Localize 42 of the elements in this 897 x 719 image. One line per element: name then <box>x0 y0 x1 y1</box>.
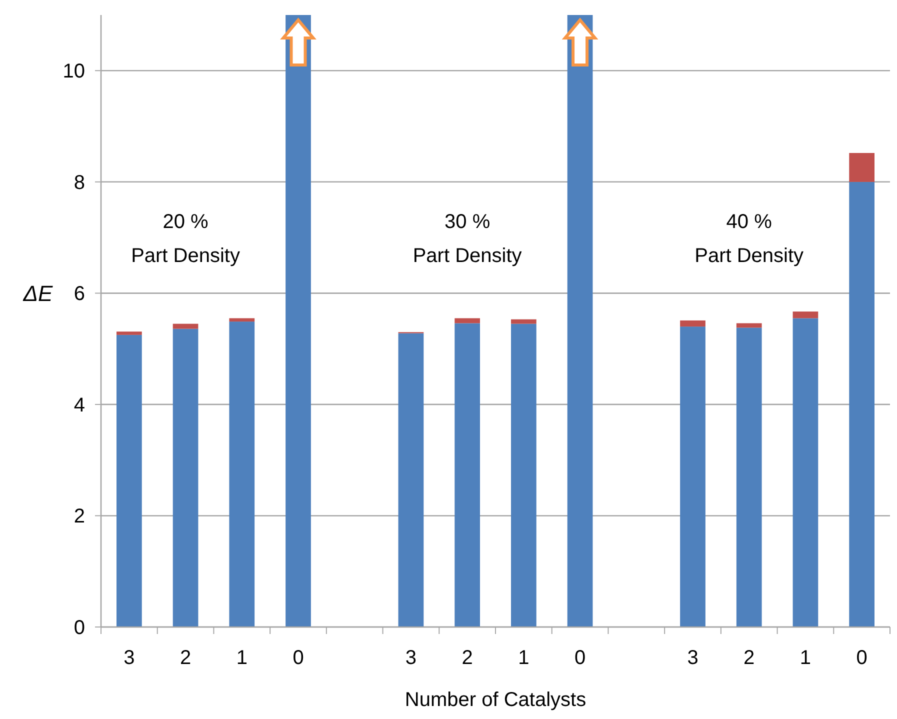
x-tick-label: 2 <box>180 647 192 669</box>
bar <box>849 152 874 182</box>
y-tick-label: 6 <box>74 283 85 306</box>
bar <box>792 318 818 627</box>
bar <box>172 324 198 329</box>
bar <box>229 322 255 627</box>
bar <box>736 323 762 328</box>
x-tick-label: 2 <box>462 647 473 669</box>
annotation: 20 % Part Density <box>131 211 240 267</box>
bar <box>511 324 536 627</box>
bar <box>680 326 706 627</box>
bar <box>398 333 424 627</box>
bar <box>792 312 818 318</box>
x-tick-label: 3 <box>124 647 135 669</box>
x-tick-label: 0 <box>292 647 304 669</box>
y-tick-label: 2 <box>74 506 85 528</box>
bar <box>511 319 536 324</box>
bar <box>229 318 255 322</box>
bar <box>736 328 762 627</box>
y-tick-label: 0 <box>74 617 85 639</box>
annotation: 40 % Part Density <box>694 211 804 267</box>
x-tick-label: 0 <box>856 647 868 669</box>
x-tick-label: 3 <box>405 647 417 669</box>
x-tick-label: 2 <box>744 647 755 669</box>
x-tick-label: 0 <box>574 647 586 669</box>
x-axis-title: Number of Catalysts <box>404 689 586 711</box>
bar <box>172 328 198 627</box>
bar <box>454 323 480 627</box>
x-tick-label: 1 <box>800 647 812 669</box>
annotation: 30 % Part Density <box>412 211 522 267</box>
y-tick-label: 8 <box>74 172 85 194</box>
bar <box>116 334 142 627</box>
y-tick-label: 4 <box>74 394 85 416</box>
bar <box>680 320 706 327</box>
x-tick-label: 3 <box>687 647 698 669</box>
x-tick-label: 1 <box>236 647 248 669</box>
y-axis-title: ΔE <box>22 280 54 306</box>
bar <box>849 182 874 627</box>
bar <box>454 318 480 324</box>
y-tick-label: 10 <box>62 60 85 83</box>
x-tick-label: 1 <box>518 647 530 669</box>
bar <box>116 332 142 335</box>
